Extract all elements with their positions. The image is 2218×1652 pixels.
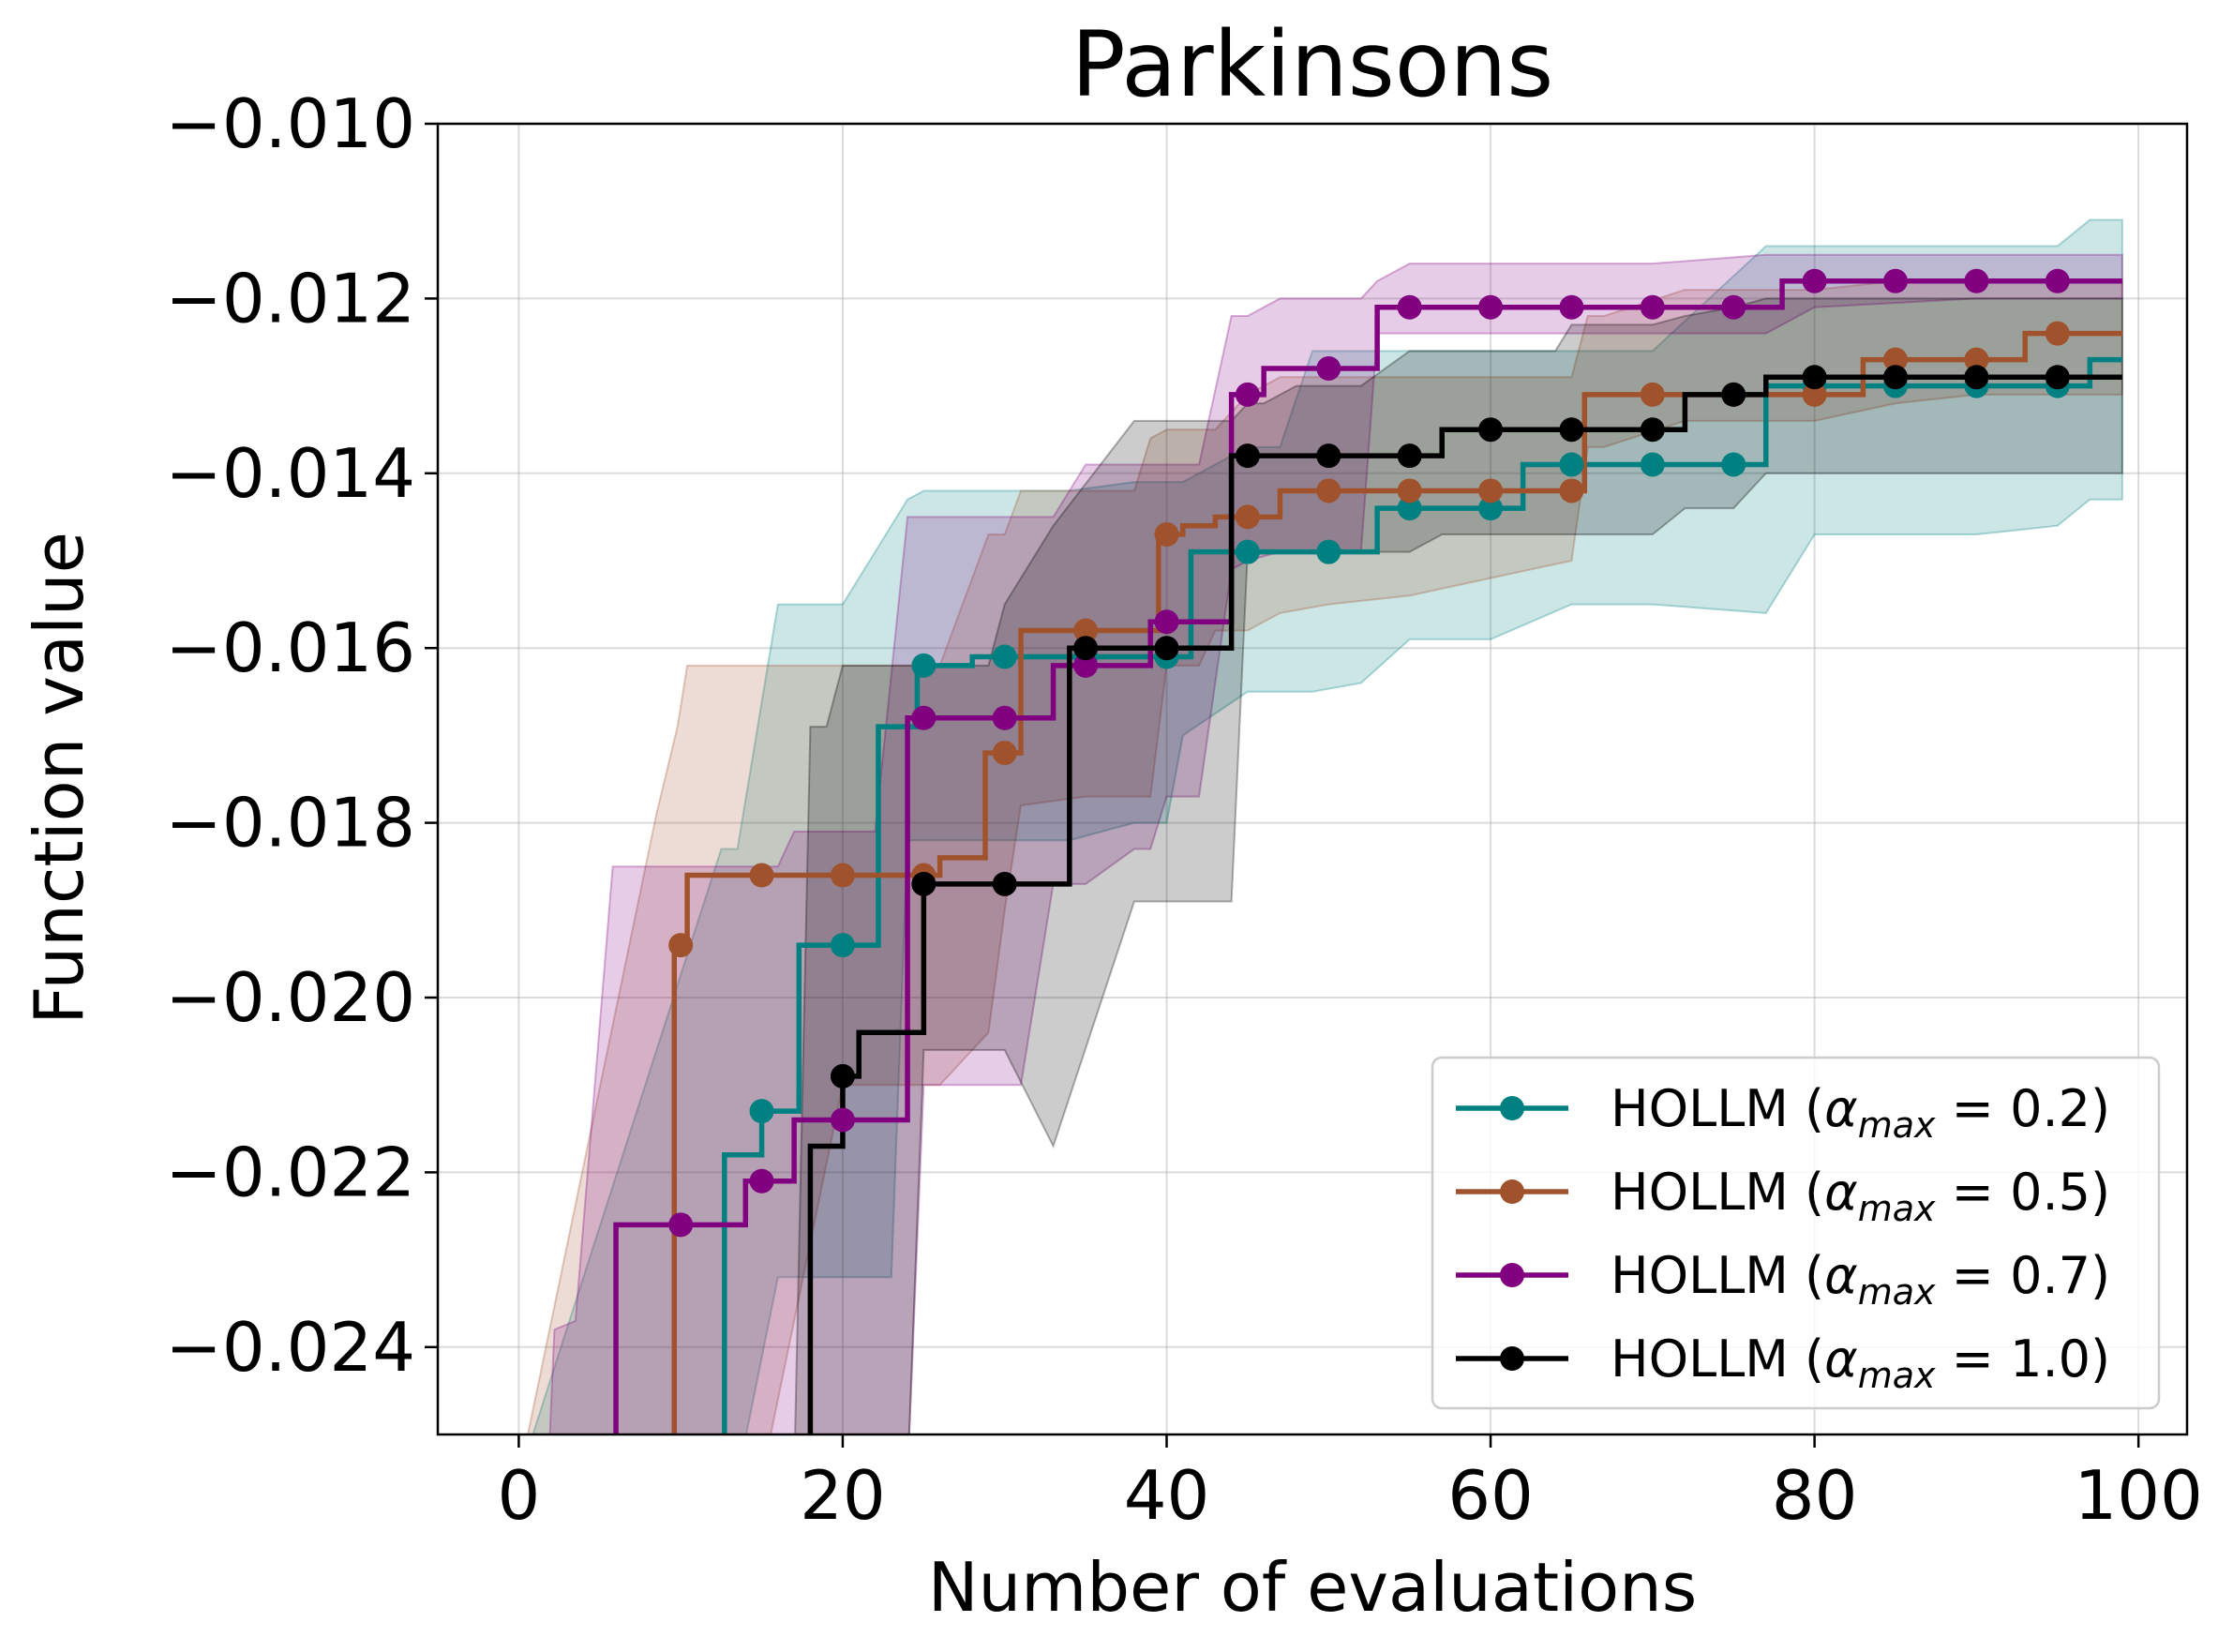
legend-marker	[1500, 1096, 1524, 1120]
confidence-band-1	[527, 279, 2123, 1434]
series-point-2	[1802, 268, 1827, 293]
series-point-3	[1640, 417, 1665, 443]
legend-marker	[1500, 1179, 1524, 1204]
x-axis-label: Number of evaluations	[928, 1548, 1698, 1627]
series-point-0	[992, 644, 1017, 669]
legend-marker	[1500, 1346, 1524, 1371]
series-point-1	[1073, 618, 1099, 643]
series-point-1	[668, 933, 694, 958]
legend-label: HOLLM (αmax = 0.2)	[1611, 1079, 2110, 1146]
series-point-2	[1316, 355, 1341, 381]
series-point-0	[1478, 496, 1504, 521]
y-tick-label: −0.012	[166, 259, 415, 338]
y-tick-label: −0.020	[166, 958, 415, 1037]
x-tick-label: 80	[1772, 1456, 1858, 1535]
series-point-3	[1883, 365, 1908, 390]
series-point-0	[830, 933, 855, 958]
series-point-0	[1640, 452, 1665, 477]
chart-title: Parkinsons	[1072, 12, 1554, 117]
legend-marker	[1500, 1263, 1524, 1287]
series-point-2	[1964, 268, 1989, 293]
series-point-3	[1235, 443, 1260, 469]
series-point-2	[1235, 382, 1260, 407]
legend-label: HOLLM (αmax = 0.5)	[1611, 1163, 2110, 1229]
confidence-bands	[527, 218, 2123, 1434]
series-point-1	[1478, 478, 1504, 503]
series-point-3	[1397, 443, 1422, 469]
y-axis-label: Function value	[20, 532, 98, 1025]
series-point-1	[1316, 478, 1341, 503]
series-point-2	[1640, 294, 1665, 320]
series-point-1	[830, 863, 855, 888]
series-point-2	[911, 705, 937, 730]
series-point-1	[749, 863, 774, 888]
series-point-3	[2045, 365, 2070, 390]
series-point-0	[911, 653, 937, 678]
series-point-2	[749, 1168, 774, 1194]
series-point-3	[830, 1063, 855, 1089]
x-tick-label: 100	[2074, 1456, 2202, 1535]
legend-box	[1431, 1056, 2161, 1410]
series-point-3	[1316, 443, 1341, 469]
confidence-band-2	[548, 253, 2123, 1434]
series-point-1	[1235, 504, 1260, 530]
series-point-3	[1154, 636, 1179, 661]
series-point-2	[830, 1107, 855, 1133]
series-line-0	[722, 356, 2122, 1434]
series-point-2	[1883, 268, 1908, 293]
series-point-3	[911, 871, 937, 896]
legend-label: HOLLM (αmax = 1.0)	[1611, 1329, 2110, 1396]
series-point-2	[668, 1212, 694, 1238]
y-tick-label: −0.016	[166, 608, 415, 687]
series-point-2	[1478, 294, 1504, 320]
series-point-0	[1316, 539, 1341, 564]
x-tick-label: 40	[1124, 1456, 1210, 1535]
y-tick-label: −0.024	[166, 1308, 415, 1387]
series-point-2	[1397, 294, 1422, 320]
legend: HOLLM (αmax = 0.2) HOLLM (αmax = 0.5) HOLL…	[1431, 1056, 2161, 1410]
x-tick-label: 20	[800, 1456, 886, 1535]
y-tick-label: −0.010	[166, 84, 415, 163]
series-point-3	[1073, 636, 1099, 661]
plot-frame	[436, 122, 2189, 1436]
series-point-3	[1559, 417, 1584, 443]
series-point-3	[1721, 382, 1746, 407]
series-point-1	[1154, 522, 1179, 548]
series-point-1	[2045, 321, 2070, 346]
series-point-2	[1073, 653, 1099, 678]
series-point-0	[1235, 539, 1260, 564]
series-point-2	[2045, 268, 2070, 293]
series-point-1	[1559, 478, 1584, 503]
x-axis-ticks: 0 20 40 60 80 100	[497, 1434, 2203, 1535]
series-point-0	[1397, 496, 1422, 521]
series-point-0	[1721, 452, 1746, 477]
series-point-2	[1721, 294, 1746, 320]
y-tick-label: −0.018	[166, 784, 415, 863]
series-point-1	[992, 741, 1017, 766]
series-point-1	[1964, 347, 1989, 372]
series-point-3	[992, 871, 1017, 896]
series-point-0	[1559, 452, 1584, 477]
series-point-1	[1802, 382, 1827, 407]
legend-label: HOLLM (αmax = 0.7)	[1611, 1246, 2110, 1313]
x-tick-label: 60	[1447, 1456, 1534, 1535]
series-point-3	[1964, 365, 1989, 390]
y-axis-ticks: −0.024 −0.022 −0.020 −0.018 −0.016 −0.014 −0.0…	[166, 84, 438, 1387]
series-markers	[668, 268, 2070, 1238]
series-point-2	[992, 705, 1017, 730]
y-tick-label: −0.014	[166, 434, 415, 513]
confidence-band-3	[794, 297, 2123, 1434]
series-point-1	[1397, 478, 1422, 503]
series-point-3	[1478, 417, 1504, 443]
series-point-2	[1154, 609, 1179, 635]
y-tick-label: −0.022	[166, 1133, 415, 1211]
confidence-band-0	[532, 218, 2123, 1434]
series-point-3	[1802, 365, 1827, 390]
series-point-0	[749, 1099, 774, 1124]
series-point-1	[1883, 347, 1908, 372]
series-point-1	[1640, 382, 1665, 407]
series-point-2	[1559, 294, 1584, 320]
x-tick-label: 0	[497, 1456, 540, 1535]
